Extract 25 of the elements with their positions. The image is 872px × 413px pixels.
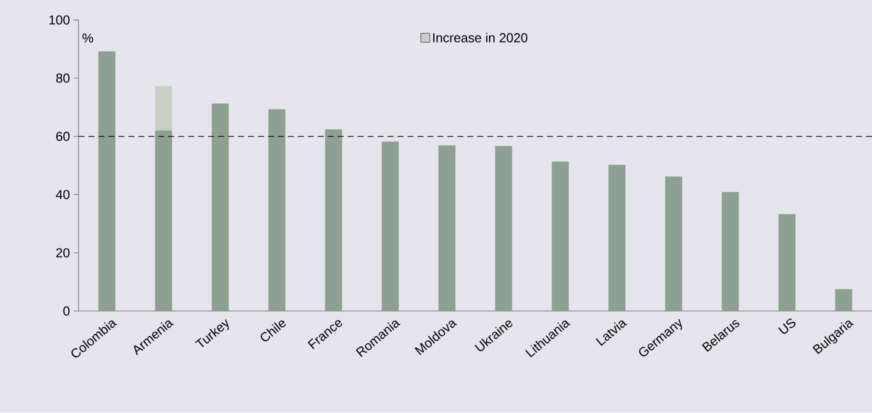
bar: [552, 162, 569, 312]
y-tick-label: 40: [56, 190, 70, 200]
bar: [608, 165, 626, 312]
bar: [155, 86, 172, 131]
bar: [835, 289, 852, 312]
x-tick-label: US: [778, 318, 796, 334]
bar: [665, 176, 682, 312]
y-tick-label: 60: [56, 132, 70, 142]
x-tick-label: Chile: [260, 320, 286, 342]
bar: [722, 192, 739, 312]
y-tick-label: 80: [56, 74, 70, 83]
bar: [778, 214, 796, 312]
y-tick-label: 0: [63, 306, 70, 316]
bar: [438, 146, 456, 312]
bar: [268, 109, 286, 312]
bar: [98, 52, 116, 312]
y-axis-title: %: [82, 34, 94, 43]
bar: [325, 130, 342, 312]
legend-label: Increase in 2020: [433, 32, 528, 43]
bar: [155, 130, 172, 312]
y-tick-label: 20: [56, 248, 70, 258]
y-tick-label: 100: [49, 15, 70, 25]
bar: [382, 142, 399, 312]
bar: [212, 104, 229, 312]
bar: [495, 146, 512, 312]
